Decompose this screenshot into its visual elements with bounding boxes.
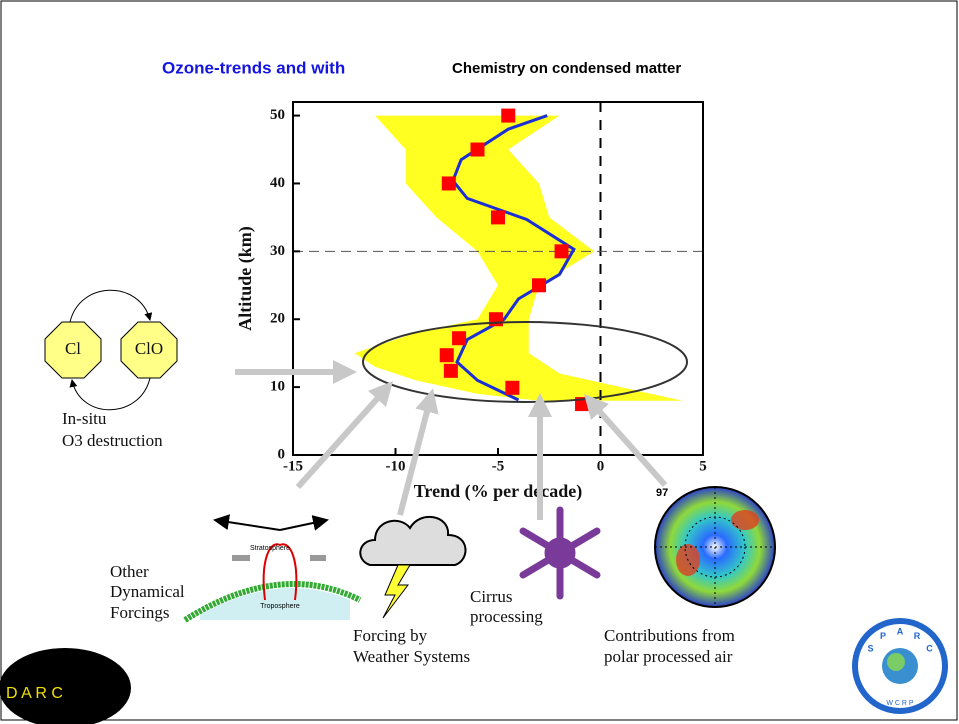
dynamics-illustration: Stratosphere Troposphere	[183, 514, 362, 623]
cycle-right: ClO	[135, 339, 163, 358]
title-black: Chemistry on condensed matter	[452, 60, 681, 77]
data-point	[452, 331, 467, 346]
cl-cycle: Cl ClO	[44, 289, 178, 411]
y-tick-label: 10	[270, 379, 285, 395]
x-tick-label: 5	[699, 458, 707, 474]
sparc-letter: C	[926, 643, 933, 653]
data-point	[441, 176, 456, 191]
sparc-letter: P	[880, 631, 886, 641]
sparc-letter: A	[897, 626, 904, 636]
y-tick-label: 0	[278, 446, 286, 462]
troposphere-label: Troposphere	[260, 603, 300, 610]
title-blue: Ozone-trends and with	[162, 58, 345, 77]
polar-year: 97	[656, 487, 668, 499]
data-point	[501, 108, 516, 123]
cirrus-text: Cirrus	[470, 587, 513, 606]
data-point	[443, 363, 458, 378]
data-point	[505, 380, 520, 395]
polar-text: Contributions from	[604, 626, 735, 645]
insitu-text: In-situ	[62, 409, 107, 428]
polar-text: polar processed air	[604, 647, 733, 666]
highlight-ellipse	[362, 321, 688, 403]
x-axis-label: Trend (% per decade)	[414, 481, 583, 502]
y-tick-label: 30	[270, 243, 285, 259]
x-tick-label: -5	[492, 458, 505, 474]
data-point	[554, 244, 569, 259]
data-point	[470, 142, 485, 157]
y-tick-label: 40	[270, 175, 285, 191]
x-tick-label: -10	[386, 458, 406, 474]
dynamical-text: Dynamical	[110, 582, 185, 601]
polar-map	[654, 486, 776, 608]
weather-text: Weather Systems	[353, 647, 470, 666]
trend-line	[451, 114, 576, 402]
snowflake-icon	[519, 506, 601, 600]
stratosphere-label: Stratosphere	[250, 545, 290, 552]
sparc-letter: R	[914, 631, 921, 641]
darc-logo	[0, 648, 131, 724]
cirrus-text: processing	[470, 607, 543, 626]
cloud-icon	[359, 515, 467, 619]
uncertainty-envelope	[354, 115, 683, 401]
weather-text: Forcing by	[353, 626, 428, 645]
data-point	[488, 312, 503, 327]
wcrp-text: W C R P	[886, 700, 914, 707]
y-tick-label: 50	[270, 107, 285, 123]
insitu-text: O3 destruction	[62, 431, 163, 450]
y-tick-label: 20	[270, 311, 285, 327]
data-point	[491, 210, 505, 225]
y-axis-label: Altitude (km)	[235, 226, 256, 331]
data-point	[532, 278, 546, 293]
arrows	[235, 360, 668, 520]
x-tick-label: 0	[597, 458, 605, 474]
dynamical-text: Forcings	[110, 603, 170, 622]
data-point	[439, 348, 454, 363]
cycle-left: Cl	[65, 339, 81, 358]
darc-text: D A R C	[6, 685, 63, 702]
x-tick-label: -15	[283, 458, 303, 474]
dynamical-text: Other	[110, 562, 149, 581]
sparc-letter: S	[868, 643, 874, 653]
sparc-logo: W C R P SP A RC	[852, 618, 948, 714]
